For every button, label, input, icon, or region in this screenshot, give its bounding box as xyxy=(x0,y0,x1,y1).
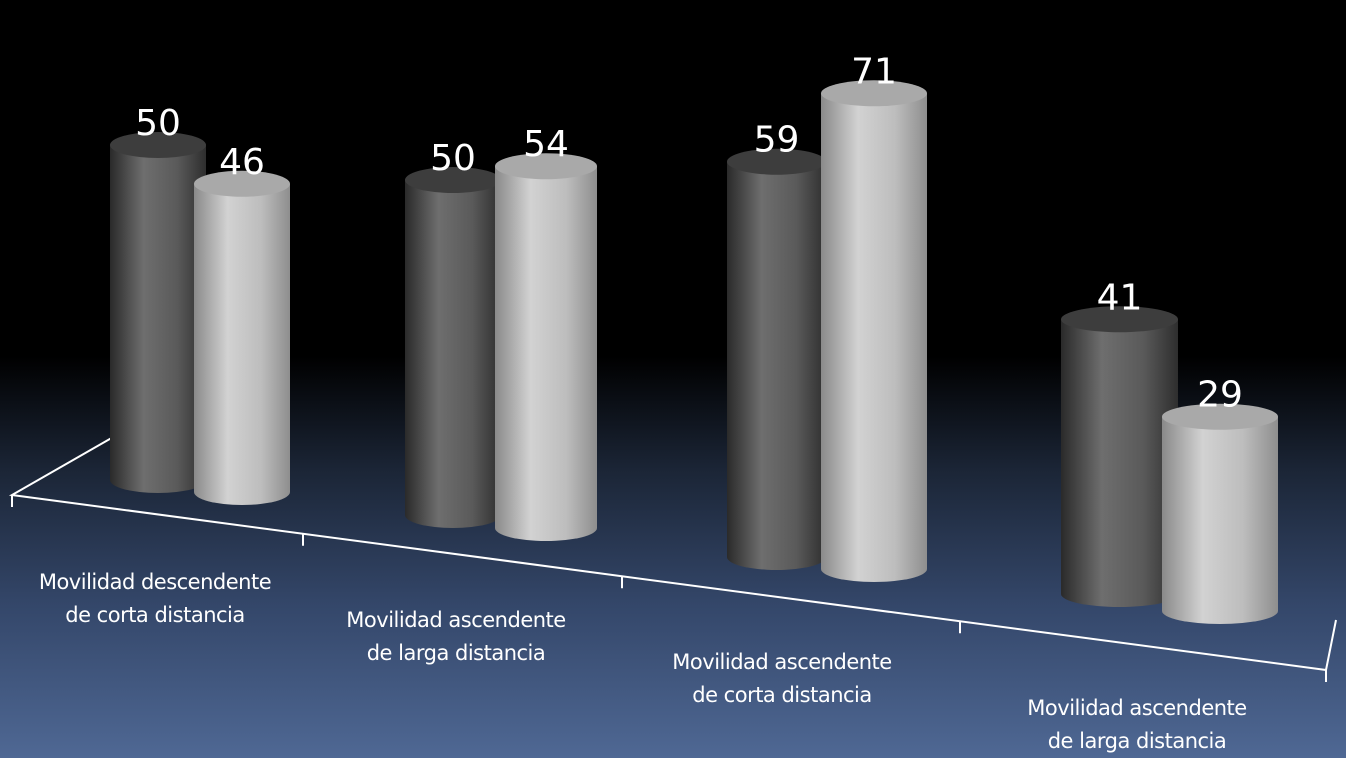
category-label: Movilidad ascendente de larga distancia xyxy=(306,604,606,670)
bar-body xyxy=(405,180,501,528)
bar-body xyxy=(821,93,927,583)
data-label: 59 xyxy=(754,120,800,161)
bar-cylinder xyxy=(405,167,501,528)
bar-cylinder xyxy=(495,153,597,541)
data-label: 29 xyxy=(1197,375,1243,416)
bar-cylinder xyxy=(1162,403,1278,624)
data-label: 71 xyxy=(851,51,897,92)
category-label-line: Movilidad ascendente xyxy=(1027,696,1247,720)
bar-top xyxy=(1162,403,1278,430)
category-label: Movilidad descendente de corta distancia xyxy=(5,566,305,632)
data-label: 41 xyxy=(1097,277,1143,318)
bar-cylinder xyxy=(110,132,206,493)
category-label-line: Movilidad ascendente xyxy=(672,650,892,674)
bar-body xyxy=(1061,319,1178,608)
bar-body xyxy=(110,145,206,493)
bar-cylinder xyxy=(1061,306,1178,608)
bars-group xyxy=(110,80,1278,624)
data-label: 50 xyxy=(430,138,476,179)
floor-outline xyxy=(8,431,1337,672)
bar-body xyxy=(194,183,290,506)
bar-top xyxy=(727,148,826,175)
category-label-line: Movilidad descendente xyxy=(38,570,272,594)
bar-top xyxy=(1061,306,1178,333)
category-label: Movilidad ascendente de corta distancia xyxy=(632,646,932,712)
bar-cylinder xyxy=(194,170,290,506)
bar-top xyxy=(194,170,290,197)
bar-top xyxy=(110,132,206,158)
data-labels-group: 50 46 50 54 59 71 41 29 xyxy=(135,51,1243,415)
data-label: 46 xyxy=(219,142,265,183)
bar-cylinder xyxy=(821,80,927,583)
chart-floor xyxy=(8,431,1337,682)
bar-top xyxy=(405,167,501,193)
category-label-line: de larga distancia xyxy=(366,641,546,665)
category-label-line: de corta distancia xyxy=(65,603,245,627)
bar-top xyxy=(495,153,597,180)
category-label-line: de corta distancia xyxy=(692,683,872,707)
bar-body xyxy=(727,161,826,571)
bar-cylinder xyxy=(727,148,826,571)
bar-body xyxy=(495,166,597,541)
category-label-line: de larga distancia xyxy=(1047,729,1227,753)
bar-body xyxy=(1162,416,1278,624)
bar-top xyxy=(821,80,927,107)
category-label: Movilidad ascendente de larga distancia xyxy=(987,692,1287,758)
category-label-line: Movilidad ascendente xyxy=(346,608,566,632)
data-label: 54 xyxy=(523,124,569,165)
data-label: 50 xyxy=(135,103,181,144)
